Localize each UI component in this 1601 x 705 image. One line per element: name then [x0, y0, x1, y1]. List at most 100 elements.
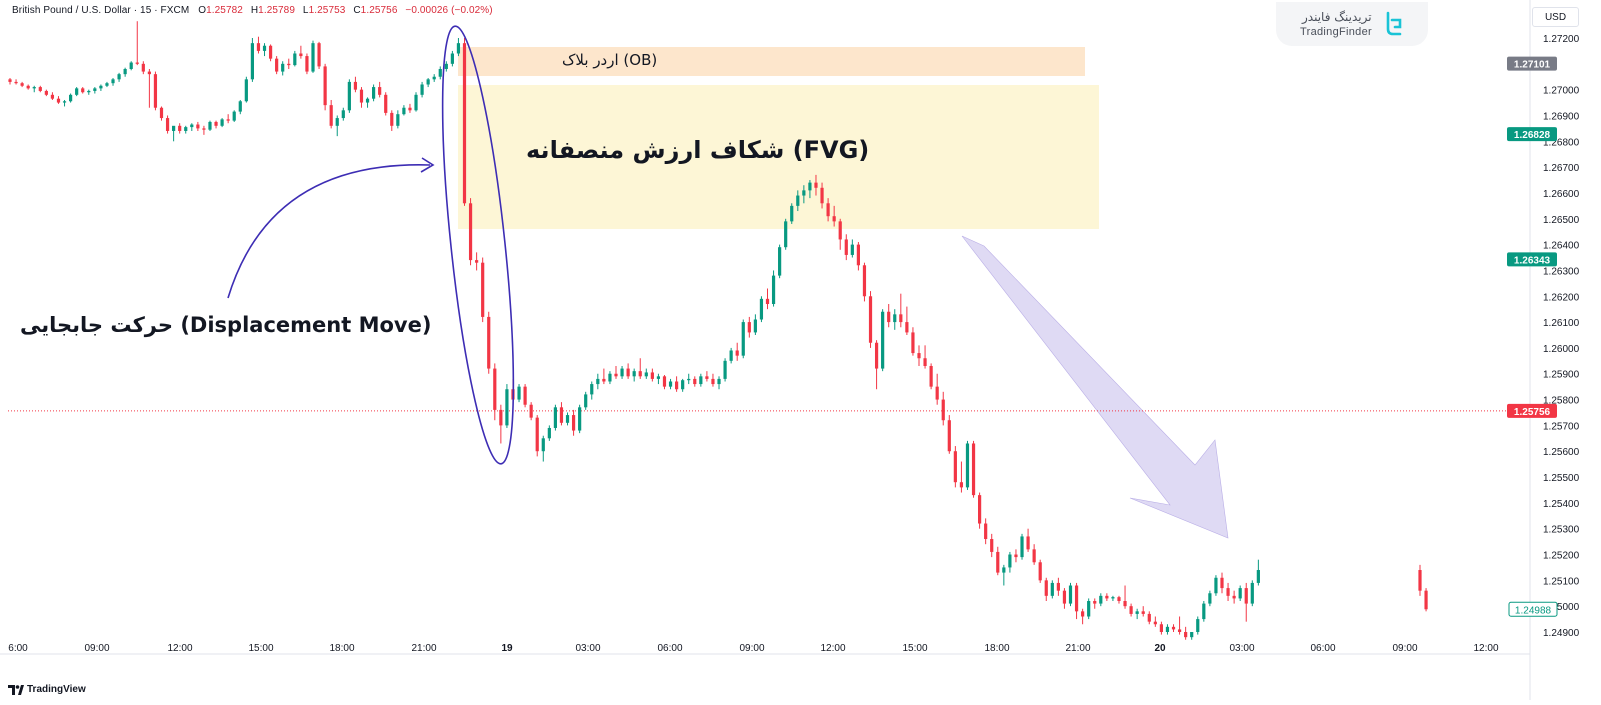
candle	[408, 103, 412, 113]
candle	[1056, 577, 1060, 596]
candle-body	[1014, 554, 1018, 558]
candle-body	[753, 319, 757, 333]
candle-body	[172, 125, 176, 131]
candle-body	[893, 314, 897, 323]
candle-body	[790, 205, 794, 222]
candle	[699, 373, 703, 387]
time-tick-label: 21:00	[411, 643, 436, 654]
candle	[1190, 632, 1194, 640]
candle	[196, 121, 200, 131]
brand-name-fa: تریدینگ فایندر	[1302, 10, 1372, 24]
candle	[541, 435, 545, 462]
candle-body	[796, 195, 800, 206]
brand-name-en: TradingFinder	[1300, 26, 1372, 38]
price-tick-label: 1.25400	[1543, 499, 1580, 510]
candle-body	[14, 81, 18, 84]
price-tick-label: 1.26800	[1543, 137, 1580, 148]
candle	[923, 345, 927, 369]
candle	[693, 376, 697, 387]
price-tick-label: 1.27000	[1543, 86, 1580, 97]
pointer-arrowhead-icon	[420, 157, 435, 173]
candle-body	[226, 119, 230, 121]
currency-button[interactable]: USD	[1532, 7, 1579, 27]
candle-body	[505, 389, 509, 426]
candle	[765, 288, 770, 310]
candle	[50, 92, 55, 100]
candle-body	[1226, 588, 1230, 596]
candle	[1105, 593, 1109, 602]
time-tick-label: 18:00	[984, 643, 1009, 654]
candle	[505, 384, 509, 428]
candle-body	[662, 376, 667, 387]
time-tick-label: 12:00	[1473, 643, 1498, 654]
candle	[990, 533, 994, 558]
candle-body	[487, 316, 491, 369]
candle-body	[1105, 595, 1109, 599]
low-label: L	[302, 5, 309, 16]
candle-body	[959, 482, 964, 488]
candle	[584, 391, 588, 410]
candle-body	[1044, 580, 1048, 596]
candle	[1087, 598, 1091, 620]
candle	[681, 378, 685, 392]
candle-body	[614, 373, 618, 377]
candle-body	[541, 438, 545, 452]
candle	[662, 375, 667, 390]
time-tick-label: 09:00	[1392, 643, 1417, 654]
candle	[1014, 549, 1018, 563]
candle-body	[214, 121, 218, 126]
candle	[796, 190, 800, 212]
candle-body	[656, 376, 661, 379]
candle-body	[905, 322, 909, 333]
candle	[111, 78, 115, 86]
candle	[353, 76, 358, 93]
price-tick-label: 1.25200	[1543, 551, 1580, 562]
candle	[1117, 595, 1121, 604]
candle	[711, 373, 715, 387]
candle	[844, 234, 848, 261]
candle	[1244, 582, 1248, 622]
candle-body	[771, 275, 776, 305]
candle-body	[232, 111, 236, 121]
candle-body	[735, 350, 739, 356]
candle-body	[759, 298, 764, 320]
candle-body	[390, 112, 394, 126]
candle	[214, 120, 218, 129]
candle	[668, 378, 673, 390]
candle	[20, 81, 24, 88]
candle-body	[832, 216, 836, 222]
candle-body	[256, 43, 261, 51]
candle	[62, 99, 67, 107]
candle-body	[481, 262, 485, 317]
candle	[293, 50, 297, 67]
candle-body	[826, 203, 830, 217]
candle-body	[493, 368, 497, 410]
candle-body	[802, 190, 806, 196]
candle-body	[747, 322, 751, 333]
candle-body	[1081, 611, 1085, 617]
price-tag-label: 1.25756	[1514, 407, 1551, 418]
candle-body	[978, 495, 982, 524]
candle-body	[293, 53, 297, 66]
tradingview-logo[interactable]: TradingView	[8, 684, 86, 695]
candle	[717, 376, 721, 390]
candle	[941, 391, 945, 426]
price-tick-label: 1.27200	[1543, 34, 1580, 45]
candle-body	[1202, 603, 1206, 620]
candle	[759, 296, 764, 323]
candle-body	[844, 239, 848, 255]
candle-body	[850, 244, 854, 255]
candle-body	[184, 127, 188, 131]
candle	[414, 92, 418, 112]
symbol-legend: British Pound / U.S. Dollar · 15 · FXCM …	[12, 5, 498, 16]
candle	[26, 84, 30, 90]
candle	[81, 87, 85, 94]
candle	[1129, 603, 1133, 617]
candle	[341, 107, 345, 121]
candle-body	[553, 407, 557, 428]
time-tick-label: 21:00	[1065, 643, 1090, 654]
candle	[335, 115, 339, 137]
candle-body	[93, 88, 97, 91]
